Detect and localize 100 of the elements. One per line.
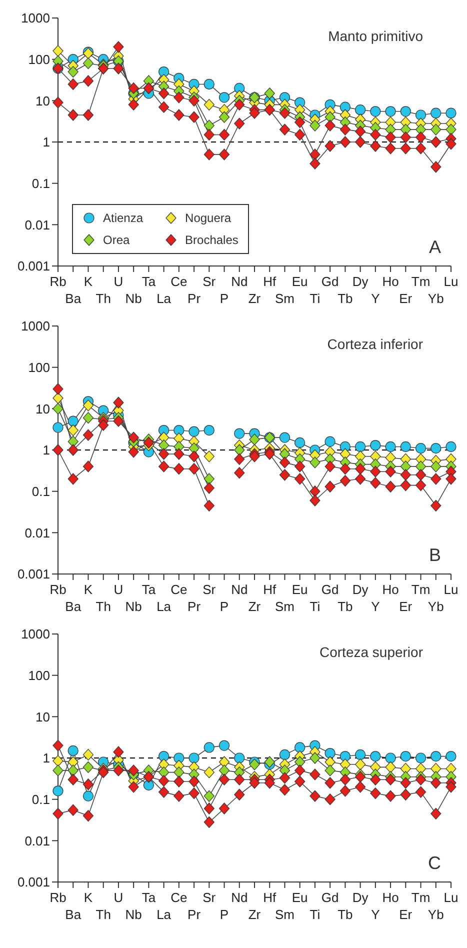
x-tick-label: Dy: [352, 582, 369, 597]
annotation: C: [428, 853, 441, 874]
x-tick-label: Nb: [125, 291, 142, 306]
legend-label: Orea: [103, 233, 130, 247]
x-tick-label: Ti: [310, 907, 320, 922]
x-tick-label: Lu: [444, 274, 458, 289]
x-tick-label: Lu: [444, 582, 458, 597]
x-tick-label: Eu: [292, 274, 308, 289]
x-tick-label: Hf: [263, 274, 277, 289]
x-tick-label: Tm: [411, 582, 430, 597]
y-tick-label: 10: [36, 93, 50, 108]
x-tick-label: Th: [96, 599, 111, 614]
x-tick-label: Gd: [321, 890, 339, 905]
y-tick-label: 0.1: [32, 176, 50, 191]
y-tick-label: 10: [36, 401, 50, 416]
x-tick-label: Tb: [338, 907, 353, 922]
x-tick-label: Pr: [188, 599, 202, 614]
x-tick-label: Tb: [338, 599, 353, 614]
x-tick-label: Er: [399, 291, 413, 306]
y-tick-label: 100: [28, 52, 50, 67]
y-tick-label: 0.1: [32, 792, 50, 807]
y-tick-label: 0.001: [17, 258, 50, 274]
x-tick-label: Pr: [188, 907, 202, 922]
y-tick-label: 0.01: [24, 525, 50, 540]
x-tick-label: Th: [96, 291, 111, 306]
x-tick-label: Eu: [292, 890, 308, 905]
x-tick-label: La: [156, 599, 172, 614]
annotation: A: [428, 237, 441, 258]
x-tick-label: U: [114, 890, 124, 905]
x-tick-label: Tm: [411, 274, 430, 289]
x-tick-label: Ho: [382, 274, 399, 289]
x-tick-label: Gd: [321, 274, 339, 289]
y-tick-label: 0.01: [24, 833, 50, 848]
x-tick-label: Y: [371, 907, 380, 922]
x-tick-label: Er: [399, 599, 413, 614]
x-tick-label: Zr: [248, 907, 262, 922]
x-tick-label: Ta: [142, 274, 156, 289]
x-tick-label: La: [156, 907, 172, 922]
x-tick-label: Eu: [292, 582, 308, 597]
x-tick-label: Sr: [202, 274, 216, 289]
x-tick-label: Hf: [263, 582, 277, 597]
x-tick-label: Ti: [310, 599, 320, 614]
y-tick-label: 1: [42, 134, 50, 150]
x-tick-label: Hf: [263, 890, 277, 905]
x-tick-label: Sr: [202, 582, 216, 597]
x-tick-label: Ba: [65, 907, 82, 922]
x-tick-label: P: [220, 907, 229, 922]
y-tick-label: 100: [28, 360, 50, 375]
text: Corteza inferior: [327, 336, 423, 352]
x-tick-label: Ti: [310, 291, 320, 306]
x-tick-label: Ta: [142, 890, 156, 905]
x-tick-label: Yb: [428, 907, 444, 922]
x-tick-label: Ce: [170, 890, 188, 905]
y-tick-label: 1000: [21, 318, 50, 334]
x-tick-label: Ba: [65, 291, 82, 306]
x-tick-label: Zr: [248, 291, 262, 306]
x-tick-label: U: [114, 582, 124, 597]
x-tick-label: Nb: [125, 599, 142, 614]
y-tick-label: 0.1: [32, 484, 50, 499]
x-tick-label: Th: [96, 907, 111, 922]
x-tick-label: Ce: [170, 582, 188, 597]
x-tick-label: Rb: [50, 890, 66, 905]
x-tick-label: Rb: [50, 274, 66, 289]
x-tick-label: Tb: [338, 291, 353, 306]
y-tick-label: 0.001: [17, 874, 50, 890]
x-tick-label: Y: [371, 599, 380, 614]
y-tick-label: 100: [28, 668, 50, 683]
y-tick-label: 0.001: [17, 566, 50, 582]
x-tick-label: Nb: [125, 907, 142, 922]
x-tick-label: Gd: [321, 582, 339, 597]
text: Manto primitivo: [328, 28, 423, 44]
x-tick-label: P: [220, 291, 229, 306]
x-tick-label: P: [220, 599, 229, 614]
x-tick-label: Y: [371, 291, 380, 306]
x-tick-label: Dy: [352, 274, 369, 289]
x-tick-label: Tm: [411, 890, 430, 905]
x-tick-label: Zr: [248, 599, 262, 614]
y-tick-label: 0.01: [24, 217, 50, 232]
x-tick-label: Ta: [142, 582, 156, 597]
x-tick-label: Nd: [231, 890, 248, 905]
x-tick-label: Yb: [428, 291, 444, 306]
x-tick-label: K: [84, 582, 93, 597]
x-tick-label: Ho: [382, 890, 399, 905]
x-tick-label: Nd: [231, 582, 248, 597]
y-tick-label: 1: [42, 750, 50, 766]
x-tick-label: Ho: [382, 582, 399, 597]
y-tick-label: 1000: [21, 626, 50, 642]
x-tick-label: Ba: [65, 599, 82, 614]
x-tick-label: Sm: [274, 291, 294, 306]
x-tick-label: Sr: [202, 890, 216, 905]
x-tick-label: U: [114, 274, 124, 289]
x-tick-label: K: [84, 890, 93, 905]
legend-label: Atienza: [103, 211, 144, 225]
x-tick-label: Pr: [188, 291, 202, 306]
x-tick-label: Sm: [274, 599, 294, 614]
legend-label: Brochales: [185, 233, 238, 247]
legend-label: Noguera: [185, 211, 232, 225]
x-tick-label: La: [156, 291, 172, 306]
x-tick-label: Ce: [170, 274, 188, 289]
text: Corteza superior: [320, 644, 423, 660]
